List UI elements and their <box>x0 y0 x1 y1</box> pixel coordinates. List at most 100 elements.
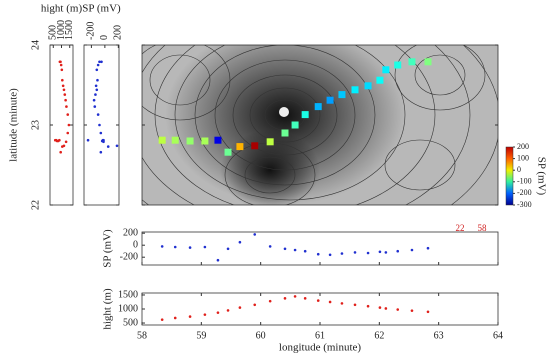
point <box>93 99 96 102</box>
panel-frame <box>142 232 498 265</box>
point <box>95 69 98 72</box>
track-cell <box>187 138 194 145</box>
track-cell <box>315 103 322 110</box>
track-cell <box>281 130 288 137</box>
point <box>367 252 370 255</box>
track-cell <box>382 66 389 73</box>
point <box>379 251 382 254</box>
point <box>284 297 287 300</box>
point <box>97 113 100 116</box>
point <box>94 93 97 96</box>
point <box>354 303 357 306</box>
y-tick-label: 1500 <box>118 289 138 300</box>
track-cell <box>267 138 274 145</box>
x-tick-label: 58 <box>137 330 147 341</box>
point <box>100 61 103 64</box>
point <box>97 64 100 67</box>
point <box>294 295 297 298</box>
x-tick-label: 200 <box>113 25 124 40</box>
y-tick-label: 22 <box>30 200 41 210</box>
annotation: 58 <box>478 223 488 233</box>
point <box>102 141 105 144</box>
point <box>116 145 119 148</box>
point <box>58 139 61 142</box>
point <box>217 311 220 314</box>
point <box>93 105 96 108</box>
panel-frame <box>84 45 119 205</box>
point <box>253 303 256 306</box>
point <box>317 253 320 256</box>
x-tick-label: 0 <box>99 35 110 40</box>
point <box>329 254 332 257</box>
point <box>204 246 207 249</box>
point <box>354 251 357 254</box>
point <box>284 248 287 251</box>
point <box>161 318 164 321</box>
point <box>396 250 399 253</box>
colorbar-tick-label: -300 <box>517 200 532 209</box>
track-cell <box>225 149 232 156</box>
x-axis-title: hight (m) <box>41 3 83 15</box>
point <box>68 124 71 127</box>
x-tick-label: 63 <box>434 330 444 341</box>
point <box>174 317 177 320</box>
point <box>100 151 103 154</box>
track-cell <box>394 62 401 69</box>
point <box>64 99 67 102</box>
track-cell <box>159 137 166 144</box>
point <box>411 249 414 252</box>
point <box>227 309 230 312</box>
colorbar-tick-label: 0 <box>517 165 521 174</box>
colorbar-title: SP (mV) <box>535 157 547 196</box>
point <box>385 307 388 310</box>
colorbar-tick-label: 200 <box>517 142 529 151</box>
x-tick-label: 60 <box>256 330 266 341</box>
x-axis-title: longitude (minute) <box>279 342 362 354</box>
point <box>98 124 101 127</box>
track-cell <box>365 82 372 89</box>
point <box>269 245 272 248</box>
annotation: 22 <box>456 223 465 233</box>
x-tick-label: -200 <box>86 22 97 40</box>
point <box>63 93 66 96</box>
point <box>189 246 192 249</box>
point <box>95 89 98 92</box>
y-tick-label: 200 <box>123 227 138 238</box>
point <box>96 79 99 82</box>
point <box>269 300 272 303</box>
point <box>427 247 430 250</box>
point <box>341 252 344 255</box>
point <box>427 311 430 314</box>
point <box>304 297 307 300</box>
point <box>95 85 98 88</box>
figure: 222324latitude (minute)hight (m)50010001… <box>0 0 551 355</box>
track-cell <box>408 58 415 65</box>
track-cell <box>201 138 208 145</box>
y-tick-label: -200 <box>120 251 138 262</box>
point <box>396 308 399 311</box>
point <box>65 141 68 144</box>
x-tick-label: 59 <box>196 330 206 341</box>
x-tick-label: 62 <box>374 330 384 341</box>
point <box>59 151 62 154</box>
point <box>411 309 414 312</box>
point <box>60 64 63 67</box>
track-cell <box>376 77 383 84</box>
point <box>317 299 320 302</box>
y-axis-title: hight (m) <box>102 288 114 330</box>
point <box>217 259 220 262</box>
point <box>367 305 370 308</box>
y-axis-title: SP (mV) <box>102 229 114 268</box>
track-cell <box>251 142 258 149</box>
x-axis-title: SP (mV) <box>82 3 121 15</box>
x-tick-label: 1500 <box>64 20 75 40</box>
point <box>204 313 207 316</box>
point <box>65 105 68 108</box>
track-cell <box>236 143 243 150</box>
contour-map <box>100 0 500 250</box>
point <box>239 241 242 244</box>
point <box>174 246 177 249</box>
y-tick-label: 0 <box>133 239 138 250</box>
y-axis-title: latitude (minute) <box>8 88 20 162</box>
point <box>253 233 256 236</box>
